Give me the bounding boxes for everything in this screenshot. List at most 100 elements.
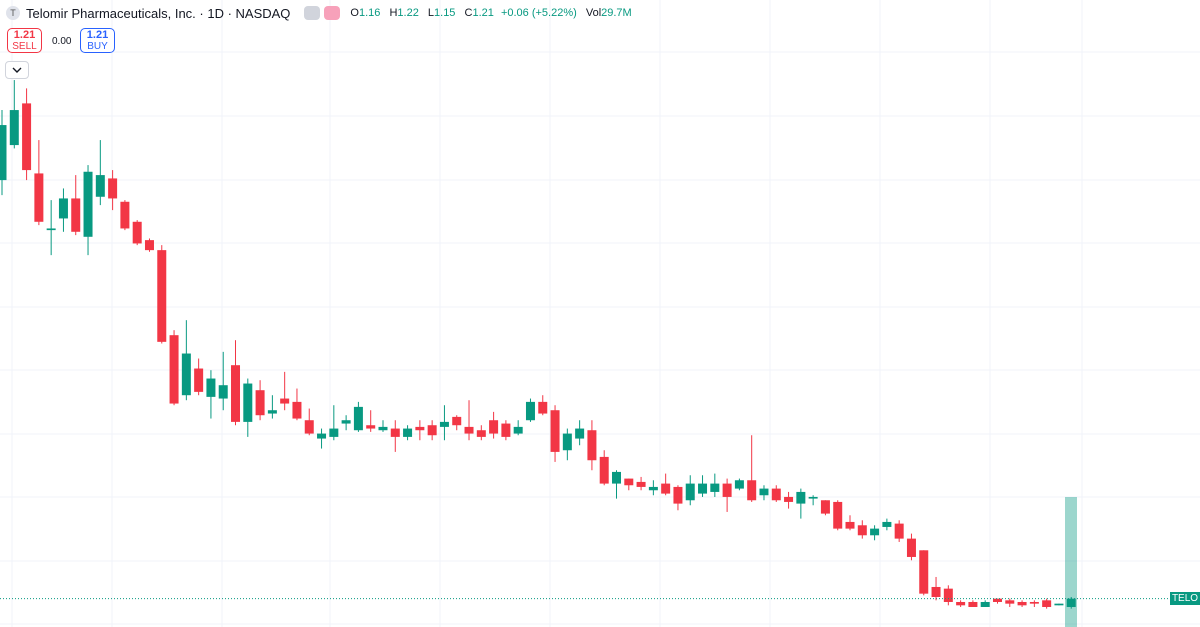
candle-body	[538, 401, 548, 414]
candle-body	[820, 500, 830, 514]
candle-body	[1054, 603, 1064, 606]
candle-body	[415, 426, 425, 431]
highlight-bar	[1065, 497, 1077, 627]
candle-body	[329, 428, 339, 437]
candle-body	[587, 430, 597, 461]
sell-label: SELL	[12, 41, 37, 52]
symbol-title: Telomir Pharmaceuticals, Inc. · 1D · NAS…	[26, 5, 291, 21]
candle-body	[894, 523, 904, 539]
candle-body	[1042, 600, 1052, 607]
candle-body	[46, 228, 56, 231]
candle-body	[476, 430, 486, 437]
candle-body	[108, 178, 118, 199]
pill-a[interactable]	[304, 6, 321, 20]
collapse-button[interactable]	[5, 61, 29, 79]
candle-body	[22, 103, 32, 171]
candle-body	[710, 483, 720, 492]
candle-body	[255, 390, 265, 416]
candle-body	[624, 478, 634, 486]
candle-body	[845, 521, 855, 529]
candle-body	[931, 586, 941, 597]
h-label: H	[389, 7, 398, 19]
candle-body	[562, 433, 572, 451]
candle-body	[452, 416, 462, 426]
candle-body	[353, 406, 363, 431]
candle-body	[317, 433, 327, 439]
candle-body	[366, 425, 376, 429]
candle-body	[95, 175, 105, 197]
ohlc: O1.16 H1.22 L1.15 C1.21 +0.06 (+5.22%) V…	[344, 7, 631, 19]
candle-body	[132, 221, 142, 244]
l-label: L	[427, 7, 435, 19]
spread: 0.00	[52, 36, 72, 47]
candle-body	[120, 201, 130, 229]
candle-body	[784, 496, 794, 502]
candle-body	[218, 385, 228, 399]
candle-body	[304, 420, 314, 434]
candle-body	[83, 171, 93, 237]
candle-body	[427, 425, 437, 436]
candle-body	[292, 401, 302, 419]
candle-body	[439, 421, 449, 427]
o-label: O	[350, 7, 359, 19]
candle-body	[157, 250, 167, 342]
candle-body	[575, 428, 585, 439]
buy-label: BUY	[87, 41, 108, 52]
candle-body	[673, 486, 683, 504]
candle-body	[9, 110, 19, 146]
candle-body	[771, 488, 781, 501]
candle-body	[943, 588, 953, 602]
candle-body	[636, 481, 646, 487]
candle-body	[1005, 600, 1015, 604]
candle-body	[181, 353, 191, 396]
candle-body	[698, 483, 708, 494]
candle-body	[34, 173, 44, 222]
h-value: 1.22	[397, 7, 419, 19]
buy-price: 1.21	[86, 29, 109, 41]
candle-body	[513, 426, 523, 434]
vol-value: 29.7M	[601, 7, 632, 19]
candle-body	[378, 426, 388, 431]
candle-body	[0, 125, 7, 181]
candle-body	[1066, 598, 1076, 607]
candle-body	[341, 420, 351, 424]
ticker-tag: TELO	[1170, 592, 1200, 605]
candle-body	[906, 538, 916, 557]
buy-button[interactable]: 1.21 BUY	[80, 28, 115, 53]
vol-label: Vol	[585, 7, 602, 19]
candle-body	[992, 598, 1002, 602]
candle-body	[747, 480, 757, 501]
candle-body	[857, 525, 867, 536]
candle-body	[243, 383, 253, 422]
candle-body	[685, 483, 695, 501]
legend: T Telomir Pharmaceuticals, Inc. · 1D · N…	[6, 4, 632, 22]
candle-body	[734, 480, 744, 489]
candle-body	[169, 335, 179, 404]
candle-body	[267, 410, 277, 414]
candle-body	[489, 420, 499, 434]
candle-body	[464, 426, 474, 434]
sell-price: 1.21	[13, 29, 36, 41]
symbol-icon: T	[6, 6, 20, 20]
candle-body	[808, 496, 818, 499]
l-value: 1.15	[434, 7, 456, 19]
candle-body	[280, 398, 290, 404]
pill-b[interactable]	[324, 6, 341, 20]
candle-body	[58, 198, 68, 219]
candle-body	[968, 601, 978, 607]
candle-body	[550, 410, 560, 452]
candle-body	[759, 488, 769, 496]
candle-body	[501, 423, 511, 437]
candle-body	[231, 365, 241, 422]
candle-body	[144, 240, 154, 251]
candle-body	[599, 456, 609, 484]
candle-body	[403, 428, 413, 437]
candle-body	[722, 483, 732, 497]
sell-button[interactable]: 1.21 SELL	[7, 28, 42, 53]
candle-body	[390, 428, 400, 437]
candle-body	[194, 368, 204, 392]
change: +0.06 (+5.22%)	[500, 7, 577, 19]
c-value: 1.21	[472, 7, 494, 19]
